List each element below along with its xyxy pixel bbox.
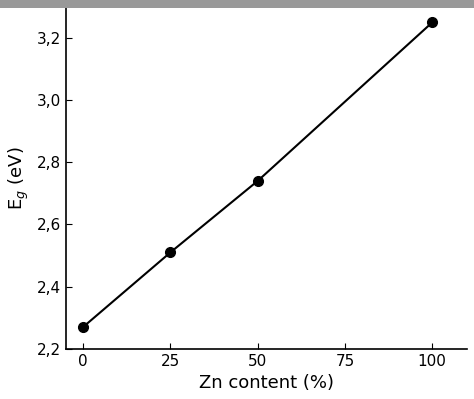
X-axis label: Zn content (%): Zn content (%) bbox=[199, 374, 334, 392]
Y-axis label: E$_g$ (eV): E$_g$ (eV) bbox=[7, 146, 31, 209]
